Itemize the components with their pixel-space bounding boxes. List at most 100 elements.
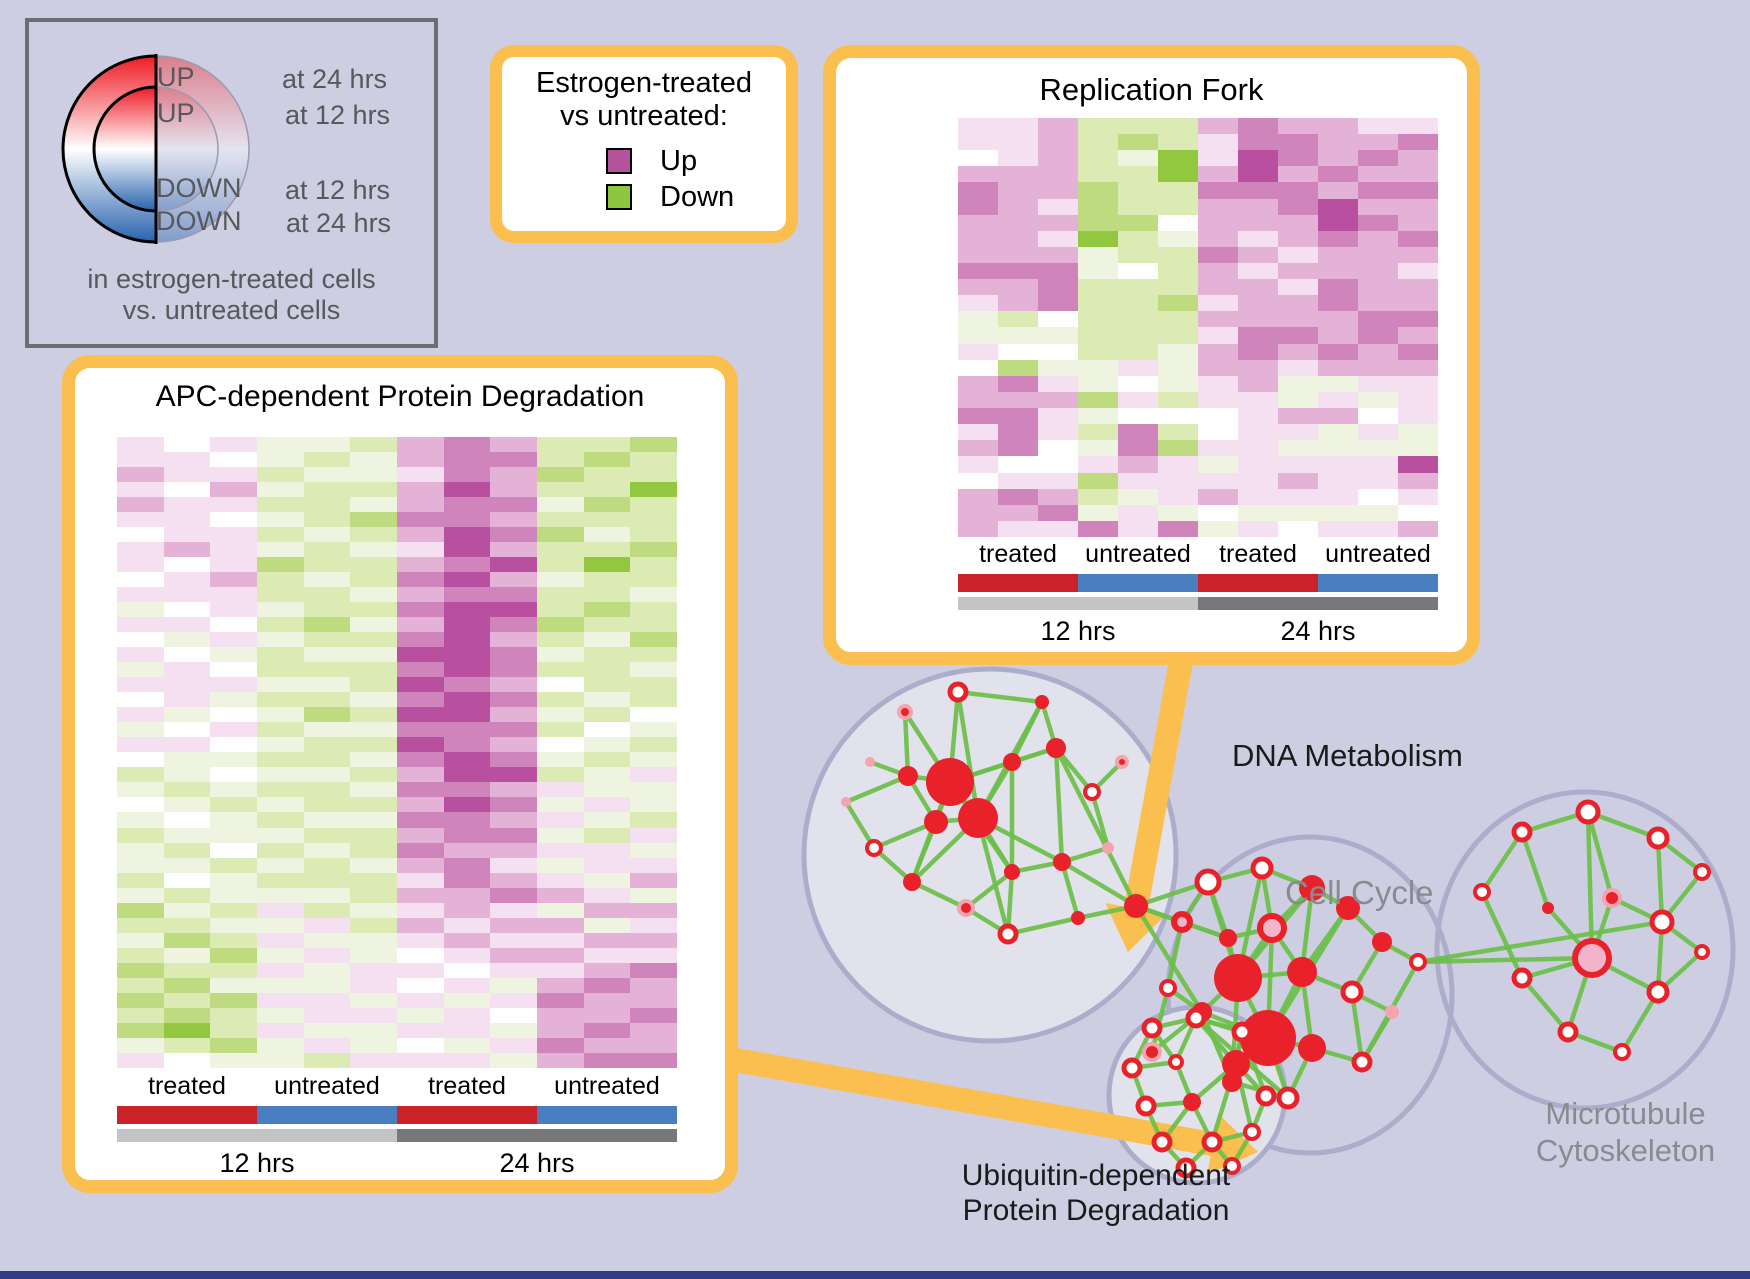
heatmap-cell [210, 842, 257, 858]
heatmap-cell [303, 632, 351, 648]
heatmap-cell [1158, 375, 1198, 392]
gene-node [1575, 799, 1601, 825]
heatmap-cell [490, 617, 537, 633]
heatmap-cell [583, 932, 631, 948]
heatmap-cell [117, 557, 164, 573]
heatmap-cell [163, 437, 211, 453]
gene-node [1572, 938, 1612, 978]
heatmap-cell [1078, 230, 1118, 247]
heatmap-cell [117, 887, 164, 903]
heatmap-cell [117, 497, 164, 513]
heatmap-cell [163, 722, 211, 738]
heatmap-cell [397, 797, 444, 813]
heatmap-cell [257, 677, 304, 693]
heatmap-cell [490, 707, 537, 723]
heatmap-cell [257, 467, 304, 483]
heatmap-cell [163, 1037, 211, 1053]
heatmap-cell [630, 917, 677, 933]
heatmap-cell [210, 887, 257, 903]
condition-labels: treated untreated treated untreated [958, 540, 1438, 572]
network-edge [1519, 975, 1571, 1035]
condition-color-bar [958, 574, 1438, 592]
heatmap-cell [443, 812, 491, 828]
network-edge [955, 689, 1045, 705]
heatmap-cell [257, 527, 304, 543]
heatmap-cell [1278, 230, 1318, 247]
heatmap-cell [443, 932, 491, 948]
heatmap-cell [1278, 391, 1318, 408]
heatmap-cell [443, 482, 491, 498]
heatmap-cell [630, 482, 677, 498]
heatmap-cell [583, 887, 631, 903]
heatmap-cell [583, 902, 631, 918]
heatmap-cell [490, 542, 537, 558]
heatmap-cell [490, 1007, 537, 1023]
heatmap-cell [1198, 375, 1238, 392]
heatmap-cell [350, 887, 397, 903]
ring-caption-line1: in estrogen-treated cells [87, 264, 376, 294]
apc-heatmap [117, 437, 677, 1068]
heatmap-cell [537, 497, 584, 513]
heatmap-cell [350, 662, 397, 678]
heatmap-cell [490, 557, 537, 573]
heatmap-cell [1358, 391, 1398, 408]
heatmap-cell [1398, 375, 1438, 392]
gene-node [1646, 826, 1670, 850]
heatmap-cell [1278, 456, 1318, 473]
heatmap-cell [397, 662, 444, 678]
heatmap-cell [1358, 488, 1398, 505]
heatmap-cell [1198, 198, 1238, 215]
heatmap-cell [397, 932, 444, 948]
heatmap-cell [1038, 375, 1078, 392]
heatmap-cell [163, 767, 211, 783]
heatmap-cell [1078, 472, 1118, 489]
heatmap-cell [630, 902, 677, 918]
heatmap-cell [537, 572, 584, 588]
heatmap-cell [117, 1037, 164, 1053]
heatmap-cell [1118, 214, 1158, 231]
heatmap-cell [163, 887, 211, 903]
heatmap-cell [303, 527, 351, 543]
heatmap-cell [1358, 118, 1398, 135]
color-legend-box: Estrogen-treated vs untreated: Up Down [490, 45, 798, 243]
heatmap-cell [998, 311, 1038, 328]
heatmap-cell [583, 992, 631, 1008]
heatmap-cell [443, 467, 491, 483]
heatmap-cell [583, 1007, 631, 1023]
heatmap-cell [117, 797, 164, 813]
gene-node [1102, 842, 1114, 854]
heatmap-cell [397, 542, 444, 558]
heatmap-cell [1318, 150, 1358, 167]
gene-node [1336, 896, 1360, 920]
heatmap-cell [1318, 504, 1358, 521]
heatmap-cell [397, 977, 444, 993]
heatmap-cell [583, 947, 631, 963]
heatmap-cell [490, 767, 537, 783]
heatmap-cell [490, 902, 537, 918]
heatmap-cell [443, 992, 491, 1008]
heatmap-cell [303, 1007, 351, 1023]
heatmap-cell [117, 932, 164, 948]
heatmap-cell [397, 587, 444, 603]
heatmap-cell [397, 827, 444, 843]
heatmap-cell [583, 707, 631, 723]
heatmap-cell [1238, 118, 1278, 135]
heatmap-cell [350, 932, 397, 948]
heatmap-cell [958, 214, 998, 231]
heatmap-cell [1158, 182, 1198, 199]
heatmap-cell [397, 737, 444, 753]
heatmap-cell [257, 707, 304, 723]
gene-node [1003, 753, 1021, 771]
heatmap-cell [210, 437, 257, 453]
heatmap-cell [443, 692, 491, 708]
heatmap-cell [1038, 182, 1078, 199]
heatmap-cell [210, 917, 257, 933]
heatmap-cell [350, 632, 397, 648]
heatmap-cell [490, 602, 537, 618]
heatmap-cell [350, 617, 397, 633]
legend-item-up: Up [606, 143, 734, 179]
heatmap-cell [303, 497, 351, 513]
heatmap-cell [958, 198, 998, 215]
heatmap-cell [163, 527, 211, 543]
heatmap-cell [163, 587, 211, 603]
